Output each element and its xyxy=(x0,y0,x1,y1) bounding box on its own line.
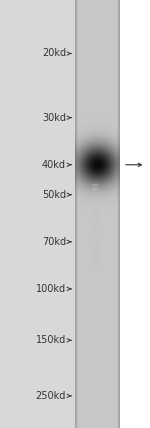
Bar xyxy=(0,0,75,428)
Text: 40kd: 40kd xyxy=(42,160,66,170)
Text: 50kd: 50kd xyxy=(42,190,66,200)
Text: 70kd: 70kd xyxy=(42,237,66,247)
Text: 20kd: 20kd xyxy=(42,48,66,59)
Text: 100kd: 100kd xyxy=(36,284,66,294)
Text: 250kd: 250kd xyxy=(36,391,66,401)
Text: 150kd: 150kd xyxy=(36,335,66,345)
Text: WWW.PTGLAB.COM: WWW.PTGLAB.COM xyxy=(93,181,102,265)
Text: 30kd: 30kd xyxy=(42,113,66,123)
